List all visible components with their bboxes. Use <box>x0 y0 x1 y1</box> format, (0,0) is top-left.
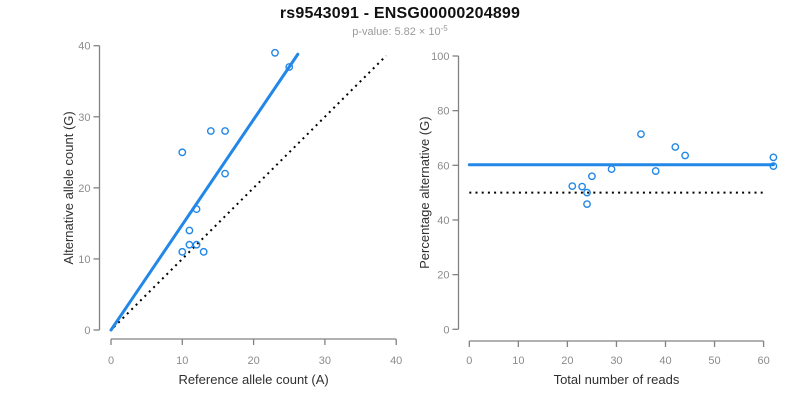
y-tick-label: 30 <box>78 112 90 124</box>
y-axis-title: Percentage alternative (G) <box>417 116 432 268</box>
data-point <box>769 153 778 162</box>
data-point <box>681 151 690 160</box>
y-tick-label: 20 <box>437 270 449 282</box>
data-point <box>769 162 778 171</box>
data-point <box>588 172 596 181</box>
fit-line <box>109 52 300 332</box>
y-tick-label: 40 <box>437 215 449 227</box>
data-point <box>178 247 187 256</box>
p-value-text: p-value: 5.82 × 10 <box>352 26 441 38</box>
data-point <box>651 167 660 175</box>
data-point <box>607 165 616 174</box>
x-tick-label: 40 <box>390 355 402 367</box>
y-tick-label: 10 <box>78 254 90 266</box>
x-tick-label: 20 <box>561 355 573 367</box>
data-point <box>578 182 587 191</box>
data-point <box>221 127 229 135</box>
data-point <box>583 188 591 197</box>
x-tick-label: 50 <box>708 355 720 367</box>
p-value-exponent: -5 <box>440 24 448 33</box>
data-point <box>671 143 680 151</box>
x-axis-title: Total number of reads <box>554 372 680 387</box>
data-point <box>199 247 208 256</box>
x-tick-label: 10 <box>176 355 188 367</box>
x-tick-label: 30 <box>610 355 622 367</box>
figure-title: rs9543091 - ENSG00000204899 <box>279 5 521 22</box>
data-point <box>192 240 201 249</box>
y-tick-label: 20 <box>78 183 90 195</box>
data-point <box>568 182 577 190</box>
x-tick-label: 0 <box>466 355 472 367</box>
y-tick-label: 40 <box>78 41 90 53</box>
data-point <box>637 130 645 139</box>
data-point <box>192 205 201 214</box>
right-plot: 0 20 40 60 80 100 0 10 20 30 40 50 60 Total number of… <box>417 51 778 387</box>
x-axis-title: Reference allele count (A) <box>178 372 328 387</box>
x-tick-label: 10 <box>512 355 524 367</box>
data-point <box>221 169 229 178</box>
x-tick-label: 30 <box>319 355 331 367</box>
data-point <box>185 240 194 249</box>
data-point <box>285 63 294 71</box>
data-point <box>583 200 591 209</box>
x-tick-label: 0 <box>108 355 114 367</box>
x-tick-label: 20 <box>247 355 259 367</box>
figure-subtitle: p-value: 5.82 × 10-5 <box>0 24 800 38</box>
data-point <box>206 127 215 135</box>
y-tick-label: 0 <box>84 325 90 337</box>
y-tick-label: 80 <box>437 106 449 118</box>
left-plot: 0 10 20 30 40 0 10 20 30 40 Reference allele count… <box>61 41 402 387</box>
y-tick-label: 0 <box>443 324 449 336</box>
data-point <box>178 148 187 157</box>
y-tick-label: 60 <box>437 160 449 172</box>
x-tick-label: 60 <box>757 355 769 367</box>
reference-dotted-line <box>113 54 387 328</box>
data-point <box>185 226 194 235</box>
x-tick-label: 40 <box>659 355 671 367</box>
y-tick-label: 100 <box>431 51 449 63</box>
y-axis-title: Alternative allele count (G) <box>61 111 76 264</box>
data-point <box>271 48 279 57</box>
